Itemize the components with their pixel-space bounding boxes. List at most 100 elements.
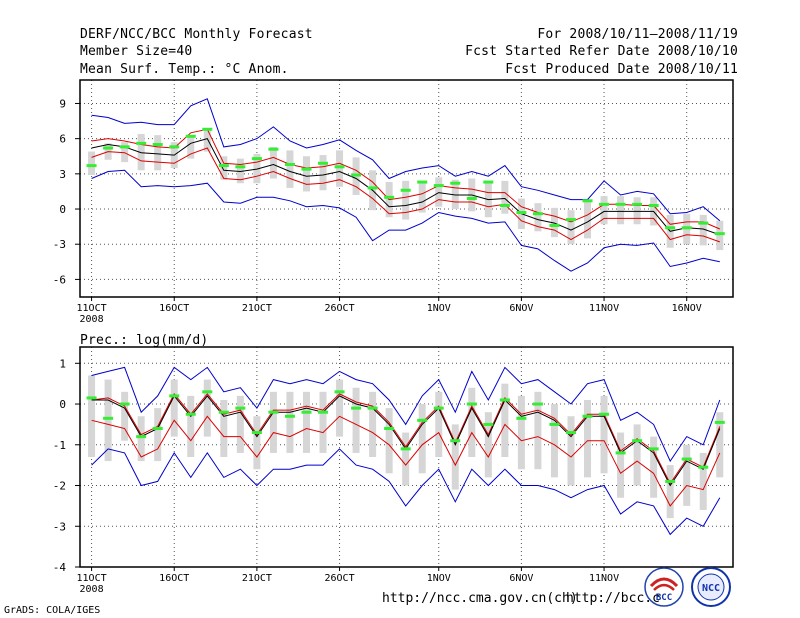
observed-marker xyxy=(251,157,262,161)
observed-marker xyxy=(582,199,593,203)
observed-marker xyxy=(599,412,610,416)
y-tick-label: -3 xyxy=(53,520,66,533)
x-tick-label: 26OCT xyxy=(324,573,354,584)
observed-marker xyxy=(483,180,494,184)
observed-marker xyxy=(565,431,576,435)
y-tick-label: 6 xyxy=(59,133,66,146)
ensemble-box xyxy=(418,404,426,474)
ensemble-box xyxy=(269,391,277,453)
ensemble-box xyxy=(468,387,476,457)
observed-marker xyxy=(384,195,395,199)
ensemble-box xyxy=(584,201,592,239)
ensemble-box xyxy=(716,412,724,478)
ensemble-box xyxy=(137,133,145,171)
y-tick-label: 9 xyxy=(59,97,66,110)
ensemble-box xyxy=(501,180,509,214)
observed-marker xyxy=(532,212,543,216)
ensemble-mean-line xyxy=(91,138,720,236)
max-line xyxy=(91,366,721,463)
observed-marker xyxy=(218,410,229,414)
y-tick-label: 3 xyxy=(59,168,66,181)
observed-marker xyxy=(549,422,560,426)
ensemble-box xyxy=(584,399,592,478)
ensemble-box xyxy=(187,395,195,457)
x-tick-label: 6NOV xyxy=(509,303,533,314)
observed-marker xyxy=(450,439,461,443)
ensemble-box xyxy=(269,146,277,179)
ensemble-box xyxy=(121,391,129,441)
forecast-period: For 2008/10/11—2008/11/19 xyxy=(537,27,738,42)
member-size: Member Size=40 xyxy=(80,44,193,59)
ensemble-box xyxy=(600,196,608,225)
y-tick-label: 1 xyxy=(59,357,66,370)
observed-marker xyxy=(136,141,147,145)
observed-marker xyxy=(235,406,246,410)
precip-label: Prec.: log(mm/d) xyxy=(80,333,209,348)
observed-marker xyxy=(516,211,527,215)
x-tick-label: 21OCT xyxy=(242,303,272,314)
observed-marker xyxy=(318,161,329,165)
observed-marker xyxy=(499,204,510,208)
footer-url-ncc[interactable]: http://ncc.cma.gov.cn(ch) xyxy=(382,591,578,606)
observed-marker xyxy=(152,143,163,147)
observed-marker xyxy=(334,390,345,394)
y-tick-label: 0 xyxy=(59,203,66,216)
ensemble-box xyxy=(402,180,410,220)
observed-marker xyxy=(483,422,494,426)
min-line xyxy=(91,169,720,272)
footer-url-bcc[interactable]: http://bcc.c xyxy=(566,591,660,606)
y-tick-label: -4 xyxy=(53,561,67,574)
panel-temperature: 9 6 3 0 -3 -6 11OCT 16OCT 21OCT 26OCT 1NOV 6NOV 11NO… xyxy=(53,79,734,325)
observed-marker xyxy=(615,202,626,206)
ensemble-box xyxy=(435,177,443,207)
observed-marker xyxy=(648,447,659,451)
observed-marker xyxy=(417,180,428,184)
observed-marker xyxy=(235,165,246,169)
observed-marker xyxy=(400,447,411,451)
produced-date: Fcst Produced Date 2008/10/11 xyxy=(505,62,738,77)
x-tick-label: 11NOV xyxy=(589,573,619,584)
observed-marker xyxy=(632,439,643,443)
lower-band-line xyxy=(91,415,721,507)
observed-marker xyxy=(367,406,378,410)
observed-marker xyxy=(516,416,527,420)
observed-marker xyxy=(599,202,610,206)
ensemble-box xyxy=(336,150,344,187)
x-tick-label: 11NOV xyxy=(589,303,619,314)
ensemble-box xyxy=(633,197,641,225)
observed-marker xyxy=(218,164,229,168)
observed-marker xyxy=(185,412,196,416)
observed-marker xyxy=(185,134,196,138)
ensemble-box xyxy=(253,416,261,470)
ncc-logo-text: NCC xyxy=(702,583,720,594)
observed-marker xyxy=(714,232,725,236)
ensemble-box xyxy=(302,156,310,192)
observed-marker xyxy=(284,414,295,418)
observed-marker xyxy=(301,167,312,171)
ensemble-box xyxy=(121,142,129,163)
observed-marker xyxy=(681,226,692,230)
observed-marker xyxy=(86,164,97,168)
x-tick-label: 1NOV xyxy=(427,303,451,314)
bcc-logo: BCC xyxy=(644,567,684,607)
observed-marker xyxy=(169,145,180,149)
observed-marker xyxy=(466,196,477,200)
ensemble-box xyxy=(302,391,310,453)
ensemble-box xyxy=(203,128,211,152)
observed-marker xyxy=(367,186,378,190)
ensemble-box xyxy=(451,179,459,210)
ensemble-box xyxy=(550,207,558,238)
observed-marker xyxy=(268,410,279,414)
observed-marker xyxy=(136,435,147,439)
ensemble-box xyxy=(236,158,244,184)
variable-label: Mean Surf. Temp.: °C Anom. xyxy=(80,62,289,77)
y-tick-label: 0 xyxy=(59,398,66,411)
ensemble-box xyxy=(617,196,625,225)
ensemble-box xyxy=(683,444,691,506)
observed-marker xyxy=(698,221,709,225)
ensemble-box xyxy=(567,416,575,486)
observed-marker xyxy=(632,202,643,206)
plot-frame xyxy=(79,79,734,298)
observed-marker xyxy=(450,181,461,185)
